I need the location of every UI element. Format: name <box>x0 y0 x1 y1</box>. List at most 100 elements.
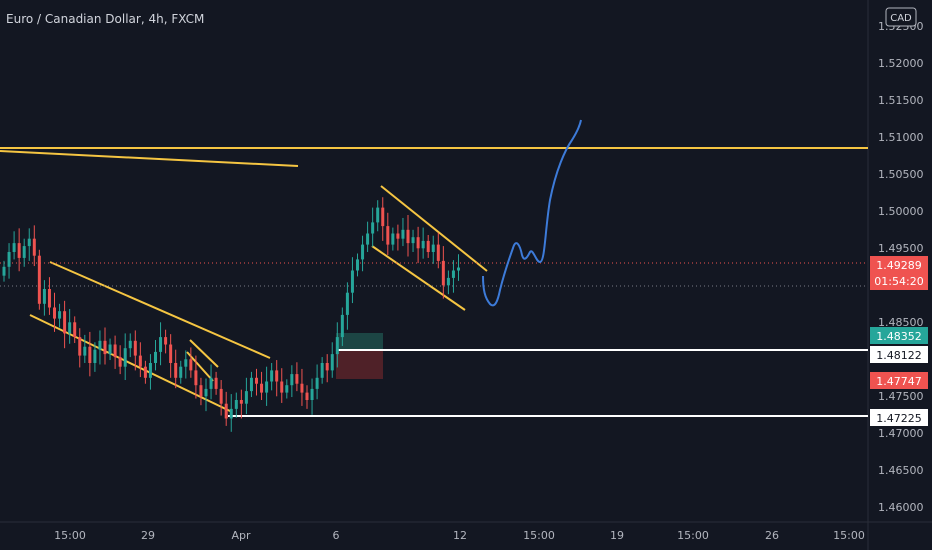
candle-body <box>164 337 168 345</box>
candle-body <box>239 400 243 404</box>
price-tick: 1.46000 <box>878 501 924 514</box>
candle-body <box>416 237 420 249</box>
candle-body <box>7 252 11 267</box>
price-tick: 1.50500 <box>878 168 924 181</box>
candle-body <box>98 340 102 350</box>
candle-body <box>189 359 193 371</box>
candle-body <box>446 277 450 286</box>
candle-body <box>53 307 56 319</box>
candle-body <box>47 289 51 308</box>
candle-body <box>118 357 122 367</box>
candle-body <box>88 346 92 363</box>
price-tick: 1.51000 <box>878 131 924 144</box>
flag-upper-line[interactable] <box>189 339 219 368</box>
take-profit-zone[interactable] <box>336 333 383 350</box>
candle-body <box>219 388 223 404</box>
time-tick: 15:00 <box>833 529 865 542</box>
stop-loss-value: 1.47747 <box>876 375 922 388</box>
candle-body <box>295 374 299 384</box>
chart-title: Euro / Canadian Dollar, 4h, FXCM <box>6 12 204 26</box>
candle-body <box>42 289 46 304</box>
time-tick: 26 <box>765 529 779 542</box>
support-label <box>870 409 928 426</box>
candle-body <box>366 233 370 245</box>
candle-body <box>244 391 248 404</box>
stop-loss-zone[interactable] <box>336 350 383 379</box>
take-profit-value: 1.48352 <box>876 330 922 343</box>
candle-body <box>361 244 365 260</box>
sloped-trendline[interactable] <box>0 150 299 167</box>
candle-body <box>143 366 147 378</box>
candle-body <box>305 392 309 400</box>
time-tick: Apr <box>231 529 251 542</box>
candle-body <box>436 244 440 261</box>
price-tick: 1.47500 <box>878 390 924 403</box>
candle-body <box>421 240 425 249</box>
candle-body <box>234 400 238 409</box>
candle-body <box>17 243 21 258</box>
candle-body <box>184 359 188 367</box>
candle-body <box>93 349 97 363</box>
take-profit-label <box>870 327 928 344</box>
price-tick: 1.49500 <box>878 242 924 255</box>
entry-label <box>870 346 928 363</box>
candle-body <box>73 322 77 338</box>
time-tick: 15:00 <box>523 529 555 542</box>
time-tick: 15:00 <box>677 529 709 542</box>
price-tick: 1.51500 <box>878 94 924 107</box>
time-tick: 15:00 <box>54 529 86 542</box>
candle-body <box>325 363 329 371</box>
time-axis[interactable]: 15:00 29 Apr 6 12 15:00 19 15:00 26 15:0… <box>54 529 865 542</box>
candle-body <box>451 270 455 278</box>
candle-body <box>275 370 279 382</box>
candle-body <box>441 260 445 286</box>
candles-group <box>2 197 460 432</box>
current-price-label <box>870 256 928 290</box>
candle-body <box>406 229 410 244</box>
candle-body <box>108 344 112 355</box>
entry-value: 1.48122 <box>876 349 922 362</box>
candle-body <box>431 244 435 252</box>
candle-body <box>330 354 334 371</box>
currency-badge-label: CAD <box>890 13 912 24</box>
candle-body <box>345 292 349 315</box>
price-tick: 1.50000 <box>878 205 924 218</box>
candle-body <box>148 363 152 378</box>
candle-body <box>138 355 142 367</box>
candle-body <box>103 340 107 355</box>
candle-body <box>426 240 430 252</box>
candle-body <box>169 344 173 363</box>
price-tick: 1.47000 <box>878 427 924 440</box>
price-tick: 1.46500 <box>878 464 924 477</box>
candle-body <box>249 377 253 392</box>
candle-body <box>396 233 400 239</box>
current-price-value: 1.49289 <box>876 259 922 272</box>
candle-body <box>386 226 390 245</box>
candle-body <box>290 374 294 386</box>
channel2-upper-line[interactable] <box>380 185 488 272</box>
candle-body <box>229 408 233 419</box>
candle-body <box>350 270 354 293</box>
channel-upper-line[interactable] <box>49 261 271 359</box>
candle-body <box>159 337 163 352</box>
time-tick: 19 <box>610 529 624 542</box>
price-tick: 1.48500 <box>878 316 924 329</box>
time-tick: 12 <box>453 529 467 542</box>
candle-body <box>270 370 274 382</box>
candle-body <box>411 237 415 244</box>
projection-path[interactable] <box>482 119 582 307</box>
stop-loss-label <box>870 372 928 389</box>
candle-body <box>32 238 36 256</box>
candle-body <box>310 388 314 400</box>
currency-badge[interactable] <box>885 7 917 27</box>
candle-body <box>260 383 264 393</box>
candle-body <box>113 344 117 358</box>
time-tick: 29 <box>141 529 155 542</box>
candle-body <box>27 238 31 247</box>
channel2-lower-line[interactable] <box>371 245 466 311</box>
candle-body <box>83 346 87 356</box>
candle-body <box>381 207 385 227</box>
candle-body <box>204 388 208 397</box>
